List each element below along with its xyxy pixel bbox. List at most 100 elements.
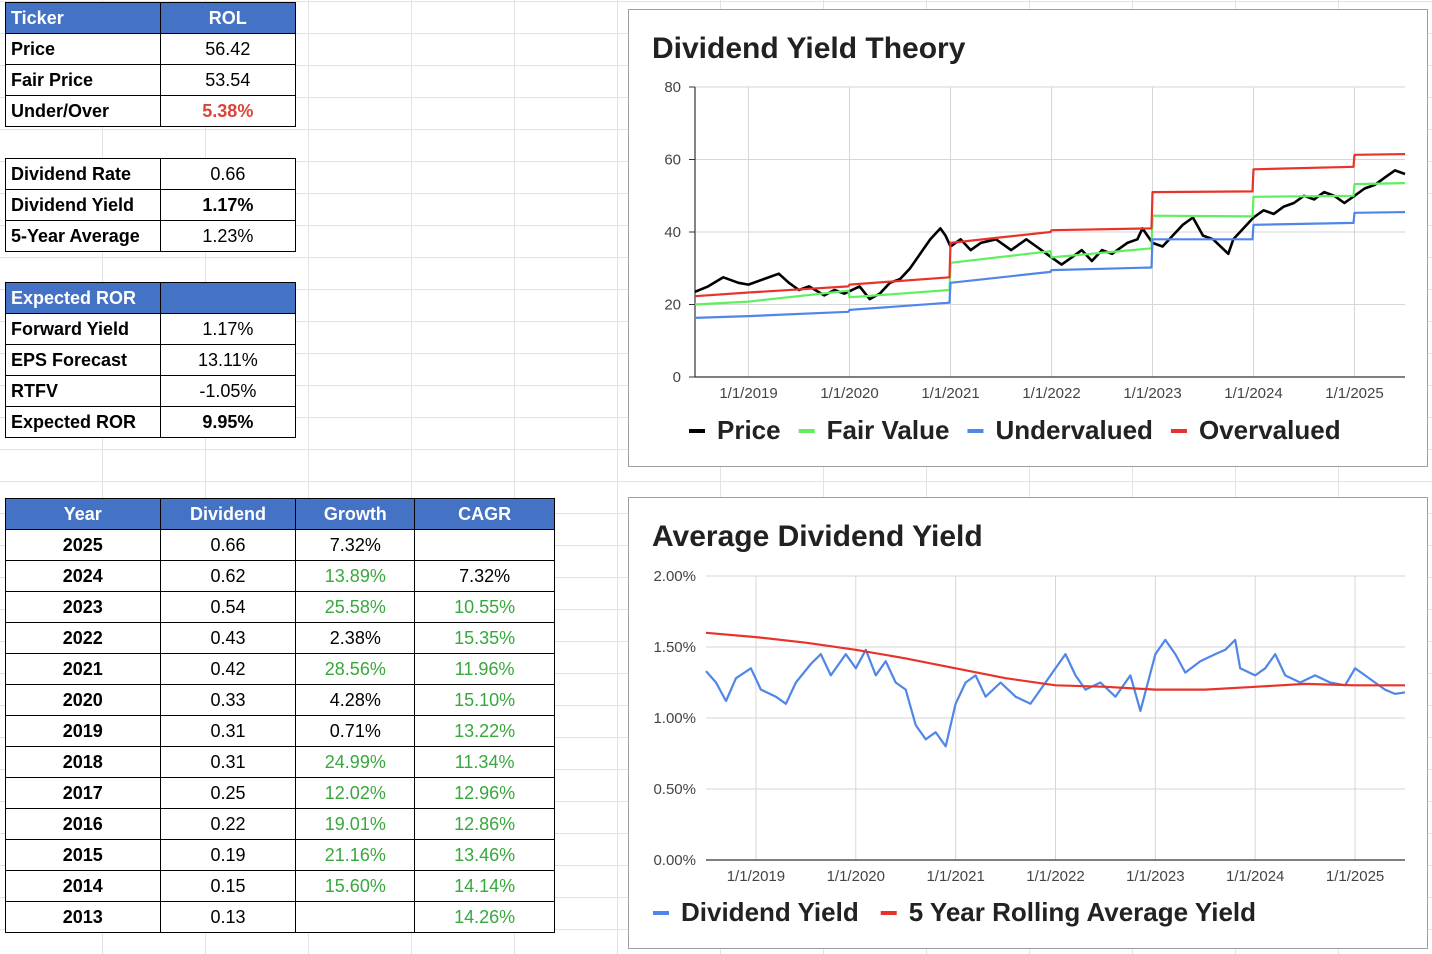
series-line-price bbox=[694, 169, 1406, 301]
year-cell[interactable]: 2019 bbox=[5, 715, 161, 747]
growth-cell[interactable]: 21.16% bbox=[295, 839, 416, 871]
dividend-yield-label[interactable]: Dividend Yield bbox=[5, 189, 161, 221]
ror-header-row: Expected ROR bbox=[5, 282, 297, 314]
cagr-cell[interactable]: 11.34% bbox=[414, 746, 555, 778]
dividend-cell[interactable]: 0.43 bbox=[159, 622, 297, 654]
under-over-value[interactable]: 5.38% bbox=[159, 95, 297, 127]
dividend-cell[interactable]: 0.31 bbox=[159, 715, 297, 747]
forward-yield-value[interactable]: 1.17% bbox=[159, 313, 297, 345]
growth-cell[interactable] bbox=[295, 901, 416, 933]
year-cell[interactable]: 2023 bbox=[5, 591, 161, 623]
summary-header-label[interactable]: Ticker bbox=[5, 2, 161, 34]
dividend-rate-label[interactable]: Dividend Rate bbox=[5, 158, 161, 190]
rtfv-label[interactable]: RTFV bbox=[5, 375, 161, 407]
dividend-cell[interactable]: 0.42 bbox=[159, 653, 297, 685]
expected-ror-value[interactable]: 9.95% bbox=[159, 406, 297, 438]
cagr-cell[interactable]: 11.96% bbox=[414, 653, 555, 685]
ror-header-empty[interactable] bbox=[159, 282, 297, 314]
legend-label-fair-value: Fair Value bbox=[827, 415, 950, 445]
table-row: 2013 0.13 14.26% bbox=[5, 901, 555, 933]
dividend-cell[interactable]: 0.19 bbox=[159, 839, 297, 871]
growth-cell[interactable]: 4.28% bbox=[295, 684, 416, 716]
year-cell[interactable]: 2014 bbox=[5, 870, 161, 902]
year-cell[interactable]: 2021 bbox=[5, 653, 161, 685]
growth-cell[interactable]: 15.60% bbox=[295, 870, 416, 902]
dividend-yield-value[interactable]: 1.17% bbox=[159, 189, 297, 221]
growth-cell[interactable]: 0.71% bbox=[295, 715, 416, 747]
growth-cell[interactable]: 19.01% bbox=[295, 808, 416, 840]
year-cell[interactable]: 2022 bbox=[5, 622, 161, 654]
chart-series bbox=[694, 153, 1406, 319]
cagr-cell[interactable]: 7.32% bbox=[414, 560, 555, 592]
dividend-cell[interactable]: 0.31 bbox=[159, 746, 297, 778]
y-axis-ticks: 0 20 40 60 80 bbox=[664, 79, 681, 386]
fair-price-value[interactable]: 53.54 bbox=[159, 64, 297, 96]
summary-header-ticker[interactable]: ROL bbox=[159, 2, 297, 34]
dividend-cell[interactable]: 0.54 bbox=[159, 591, 297, 623]
legend-label-overvalued: Overvalued bbox=[1199, 415, 1341, 445]
dividend-cell[interactable]: 0.13 bbox=[159, 901, 297, 933]
cagr-cell[interactable]: 10.55% bbox=[414, 591, 555, 623]
year-cell[interactable]: 2025 bbox=[5, 529, 161, 561]
cagr-cell[interactable]: 13.22% bbox=[414, 715, 555, 747]
x-tick-label: 1/1/2020 bbox=[820, 385, 878, 402]
column-header-growth[interactable]: Growth bbox=[295, 498, 416, 530]
under-over-label[interactable]: Under/Over bbox=[5, 95, 161, 127]
y-tick-label: 60 bbox=[664, 152, 681, 169]
year-cell[interactable]: 2024 bbox=[5, 560, 161, 592]
growth-cell[interactable]: 25.58% bbox=[295, 591, 416, 623]
growth-cell[interactable]: 7.32% bbox=[295, 529, 416, 561]
dividend-cell[interactable]: 0.66 bbox=[159, 529, 297, 561]
growth-cell[interactable]: 2.38% bbox=[295, 622, 416, 654]
column-header-year[interactable]: Year bbox=[5, 498, 161, 530]
year-cell[interactable]: 2016 bbox=[5, 808, 161, 840]
cagr-cell[interactable] bbox=[414, 529, 555, 561]
table-row: 2015 0.19 21.16% 13.46% bbox=[5, 839, 555, 871]
expected-ror-label[interactable]: Expected ROR bbox=[5, 406, 161, 438]
column-header-dividend[interactable]: Dividend bbox=[159, 498, 297, 530]
summary-table: Ticker ROL Price 56.42 Fair Price 53.54 … bbox=[5, 2, 297, 127]
cagr-cell[interactable]: 12.96% bbox=[414, 777, 555, 809]
dividend-cell[interactable]: 0.15 bbox=[159, 870, 297, 902]
cagr-cell[interactable]: 14.14% bbox=[414, 870, 555, 902]
year-cell[interactable]: 2015 bbox=[5, 839, 161, 871]
dividend-cell[interactable]: 0.33 bbox=[159, 684, 297, 716]
x-tick-label: 1/1/2025 bbox=[1325, 385, 1383, 402]
growth-cell[interactable]: 24.99% bbox=[295, 746, 416, 778]
dividend-yield-theory-chart[interactable]: Dividend Yield Theory 0 20 40 60 80 1/1/2019… bbox=[628, 9, 1428, 467]
table-row: 2023 0.54 25.58% 10.55% bbox=[5, 591, 555, 623]
growth-cell[interactable]: 12.02% bbox=[295, 777, 416, 809]
column-header-cagr[interactable]: CAGR bbox=[414, 498, 555, 530]
dividend-cell[interactable]: 0.22 bbox=[159, 808, 297, 840]
chart-grid bbox=[706, 575, 1405, 861]
five-year-average-value[interactable]: 1.23% bbox=[159, 220, 297, 252]
cagr-cell[interactable]: 13.46% bbox=[414, 839, 555, 871]
eps-forecast-value[interactable]: 13.11% bbox=[159, 344, 297, 376]
price-label[interactable]: Price bbox=[5, 33, 161, 65]
cagr-cell[interactable]: 14.26% bbox=[414, 901, 555, 933]
fair-price-label[interactable]: Fair Price bbox=[5, 64, 161, 96]
eps-forecast-label[interactable]: EPS Forecast bbox=[5, 344, 161, 376]
growth-cell[interactable]: 13.89% bbox=[295, 560, 416, 592]
table-row: 2017 0.25 12.02% 12.96% bbox=[5, 777, 555, 809]
year-cell[interactable]: 2017 bbox=[5, 777, 161, 809]
growth-cell[interactable]: 28.56% bbox=[295, 653, 416, 685]
ror-header-label[interactable]: Expected ROR bbox=[5, 282, 161, 314]
dividend-rate-value[interactable]: 0.66 bbox=[159, 158, 297, 190]
forward-yield-label[interactable]: Forward Yield bbox=[5, 313, 161, 345]
x-tick-label: 1/1/2024 bbox=[1226, 868, 1284, 885]
five-year-average-label[interactable]: 5-Year Average bbox=[5, 220, 161, 252]
average-dividend-yield-chart[interactable]: Average Dividend Yield 0.00% 0.50% 1.00% 1.… bbox=[628, 497, 1428, 949]
cagr-cell[interactable]: 15.10% bbox=[414, 684, 555, 716]
cagr-cell[interactable]: 12.86% bbox=[414, 808, 555, 840]
year-cell[interactable]: 2013 bbox=[5, 901, 161, 933]
price-value[interactable]: 56.42 bbox=[159, 33, 297, 65]
year-cell[interactable]: 2020 bbox=[5, 684, 161, 716]
year-cell[interactable]: 2018 bbox=[5, 746, 161, 778]
cagr-cell[interactable]: 15.35% bbox=[414, 622, 555, 654]
dividend-cell[interactable]: 0.25 bbox=[159, 777, 297, 809]
chart-title: Dividend Yield Theory bbox=[652, 32, 966, 65]
x-tick-label: 1/1/2021 bbox=[926, 868, 984, 885]
rtfv-value[interactable]: -1.05% bbox=[159, 375, 297, 407]
dividend-cell[interactable]: 0.62 bbox=[159, 560, 297, 592]
